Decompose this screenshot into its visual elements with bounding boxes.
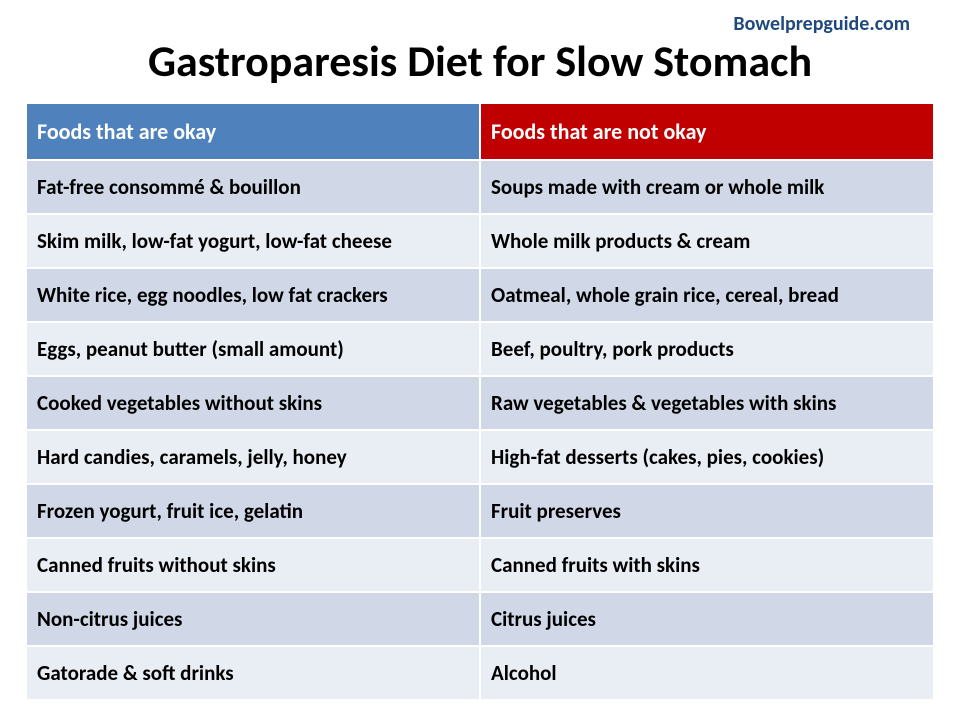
col-header-okay: Foods that are okay [26,103,480,160]
cell-not-okay: Whole milk products & cream [480,214,934,268]
cell-okay: Non-citrus juices [26,592,480,646]
cell-not-okay: Canned fruits with skins [480,538,934,592]
cell-okay: Gatorade & soft drinks [26,646,480,700]
cell-not-okay: Raw vegetables & vegetables with skins [480,376,934,430]
col-header-not-okay: Foods that are not okay [480,103,934,160]
table-body: Fat-free consommé & bouillonSoups made w… [26,160,934,700]
source-link[interactable]: Bowelprepguide.com [733,12,910,36]
table-row: Canned fruits without skinsCanned fruits… [26,538,934,592]
cell-okay: White rice, egg noodles, low fat cracker… [26,268,480,322]
cell-okay: Cooked vegetables without skins [26,376,480,430]
diet-table: Foods that are okay Foods that are not o… [25,102,935,701]
cell-not-okay: Fruit preserves [480,484,934,538]
cell-okay: Frozen yogurt, fruit ice, gelatin [26,484,480,538]
cell-okay: Hard candies, caramels, jelly, honey [26,430,480,484]
cell-not-okay: Soups made with cream or whole milk [480,160,934,214]
table-header-row: Foods that are okay Foods that are not o… [26,103,934,160]
cell-okay: Eggs, peanut butter (small amount) [26,322,480,376]
table-row: Cooked vegetables without skinsRaw veget… [26,376,934,430]
cell-okay: Fat-free consommé & bouillon [26,160,480,214]
cell-not-okay: Alcohol [480,646,934,700]
table-row: Non-citrus juicesCitrus juices [26,592,934,646]
table-row: Gatorade & soft drinksAlcohol [26,646,934,700]
table-row: Skim milk, low-fat yogurt, low-fat chees… [26,214,934,268]
cell-not-okay: Oatmeal, whole grain rice, cereal, bread [480,268,934,322]
cell-okay: Skim milk, low-fat yogurt, low-fat chees… [26,214,480,268]
table-row: Fat-free consommé & bouillonSoups made w… [26,160,934,214]
table-row: White rice, egg noodles, low fat cracker… [26,268,934,322]
cell-not-okay: Citrus juices [480,592,934,646]
table-row: Hard candies, caramels, jelly, honeyHigh… [26,430,934,484]
table-row: Eggs, peanut butter (small amount)Beef, … [26,322,934,376]
cell-not-okay: Beef, poultry, pork products [480,322,934,376]
cell-not-okay: High-fat desserts (cakes, pies, cookies) [480,430,934,484]
cell-okay: Canned fruits without skins [26,538,480,592]
table-row: Frozen yogurt, fruit ice, gelatinFruit p… [26,484,934,538]
